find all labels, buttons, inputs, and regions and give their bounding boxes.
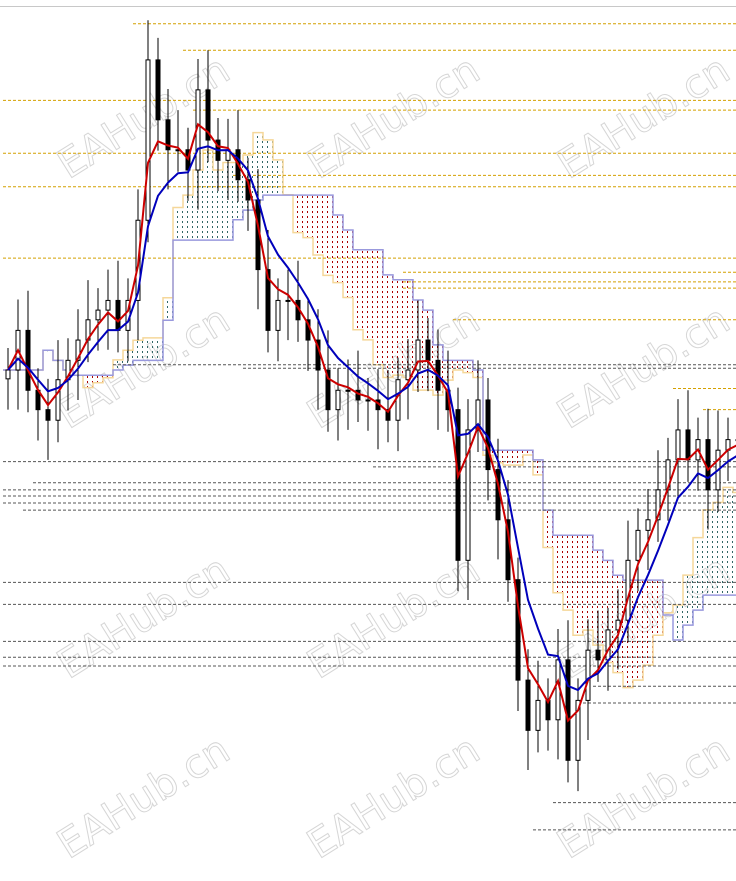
- bull-candle: [605, 629, 611, 661]
- cloud-segment: [183, 195, 193, 241]
- bear-candle: [205, 89, 211, 141]
- bear-candle: [325, 369, 331, 411]
- bull-candle: [335, 389, 341, 411]
- cloud-segment: [563, 535, 573, 611]
- cloud-segment: [203, 149, 213, 241]
- cloud-segment: [223, 162, 233, 241]
- cloud-segment: [713, 502, 723, 596]
- bear-candle: [25, 329, 31, 391]
- bull-candle: [405, 369, 411, 381]
- cloud-segment: [663, 612, 673, 615]
- bull-candle: [585, 649, 591, 701]
- cloud-segment: [683, 575, 693, 626]
- bear-candle: [565, 659, 571, 761]
- cloud-segment: [293, 195, 303, 233]
- cloud-segment: [403, 279, 413, 378]
- cloud-segment: [373, 249, 383, 365]
- bull-candle: [95, 309, 101, 321]
- bull-candle: [645, 519, 651, 531]
- bull-candle: [635, 529, 641, 561]
- bear-candle: [525, 679, 531, 731]
- cloud-segment: [313, 195, 323, 256]
- cloud-segment: [463, 360, 473, 373]
- cloud-segment: [133, 340, 143, 361]
- bull-candle: [285, 299, 291, 302]
- bear-candle: [385, 409, 391, 421]
- cloud-segment: [153, 337, 163, 361]
- bear-candle: [685, 429, 691, 461]
- bear-candle: [515, 579, 521, 681]
- cloud-segment: [693, 537, 703, 611]
- bear-candle: [455, 409, 461, 561]
- bull-candle: [465, 429, 471, 561]
- cloud-segment: [553, 535, 563, 593]
- cloud-segment: [393, 279, 403, 376]
- cloud-segment: [653, 580, 663, 636]
- slow-moving-average: [7, 145, 736, 692]
- bear-candle: [165, 119, 171, 151]
- bull-candle: [365, 399, 371, 402]
- cloud-segment: [573, 535, 583, 636]
- bull-candle: [5, 369, 11, 380]
- bull-candle: [145, 59, 151, 221]
- cloud-segment: [503, 450, 513, 466]
- cloud-segment: [173, 207, 183, 241]
- cloud-segment: [103, 375, 113, 378]
- cloud-segment: [363, 249, 373, 340]
- bull-candle: [275, 299, 281, 331]
- bull-candle: [655, 489, 661, 521]
- bear-candle: [595, 649, 601, 661]
- cloud-segment: [83, 375, 93, 388]
- cloud-segment: [353, 249, 363, 330]
- cloud-segment: [733, 492, 736, 596]
- bull-candle: [395, 379, 401, 421]
- cloud-segment: [213, 170, 223, 241]
- cloud-segment: [163, 297, 173, 321]
- bear-candle: [425, 339, 431, 361]
- cloud-segment: [523, 450, 533, 456]
- cloud-segment: [253, 132, 263, 200]
- cloud-span-a: [3, 131, 736, 689]
- bull-candle: [675, 429, 681, 461]
- bull-candle: [55, 379, 61, 421]
- cloud-segment: [703, 509, 713, 596]
- cloud-segment: [513, 450, 523, 466]
- bull-candle: [535, 699, 541, 731]
- cloud-segment: [543, 510, 553, 548]
- bull-candle: [345, 389, 351, 392]
- bull-candle: [475, 399, 481, 431]
- bull-candle: [105, 299, 111, 311]
- cloud-segment: [383, 274, 393, 378]
- cloud-segment: [143, 337, 153, 361]
- cloud-segment: [93, 375, 103, 383]
- cloud-segment: [323, 195, 333, 276]
- cloud-segment: [633, 580, 643, 681]
- cloud-segment: [673, 605, 683, 641]
- cloud-segment: [263, 139, 273, 196]
- bull-candle: [575, 699, 581, 761]
- fast-moving-average: [7, 122, 736, 723]
- bull-candle: [75, 339, 81, 361]
- bull-candle: [415, 339, 421, 371]
- bear-candle: [45, 409, 51, 421]
- bear-candle: [115, 299, 121, 331]
- bear-candle: [265, 269, 271, 331]
- window-top-border: [0, 6, 736, 7]
- cloud-segment: [593, 550, 603, 646]
- cloud-segment: [643, 580, 653, 666]
- cloud-segment: [343, 229, 353, 298]
- cloud-segment: [303, 195, 313, 238]
- bear-candle: [155, 59, 161, 121]
- cloud-segment: [723, 487, 733, 596]
- cloud-segment: [273, 159, 283, 196]
- cloud-segment: [333, 214, 343, 283]
